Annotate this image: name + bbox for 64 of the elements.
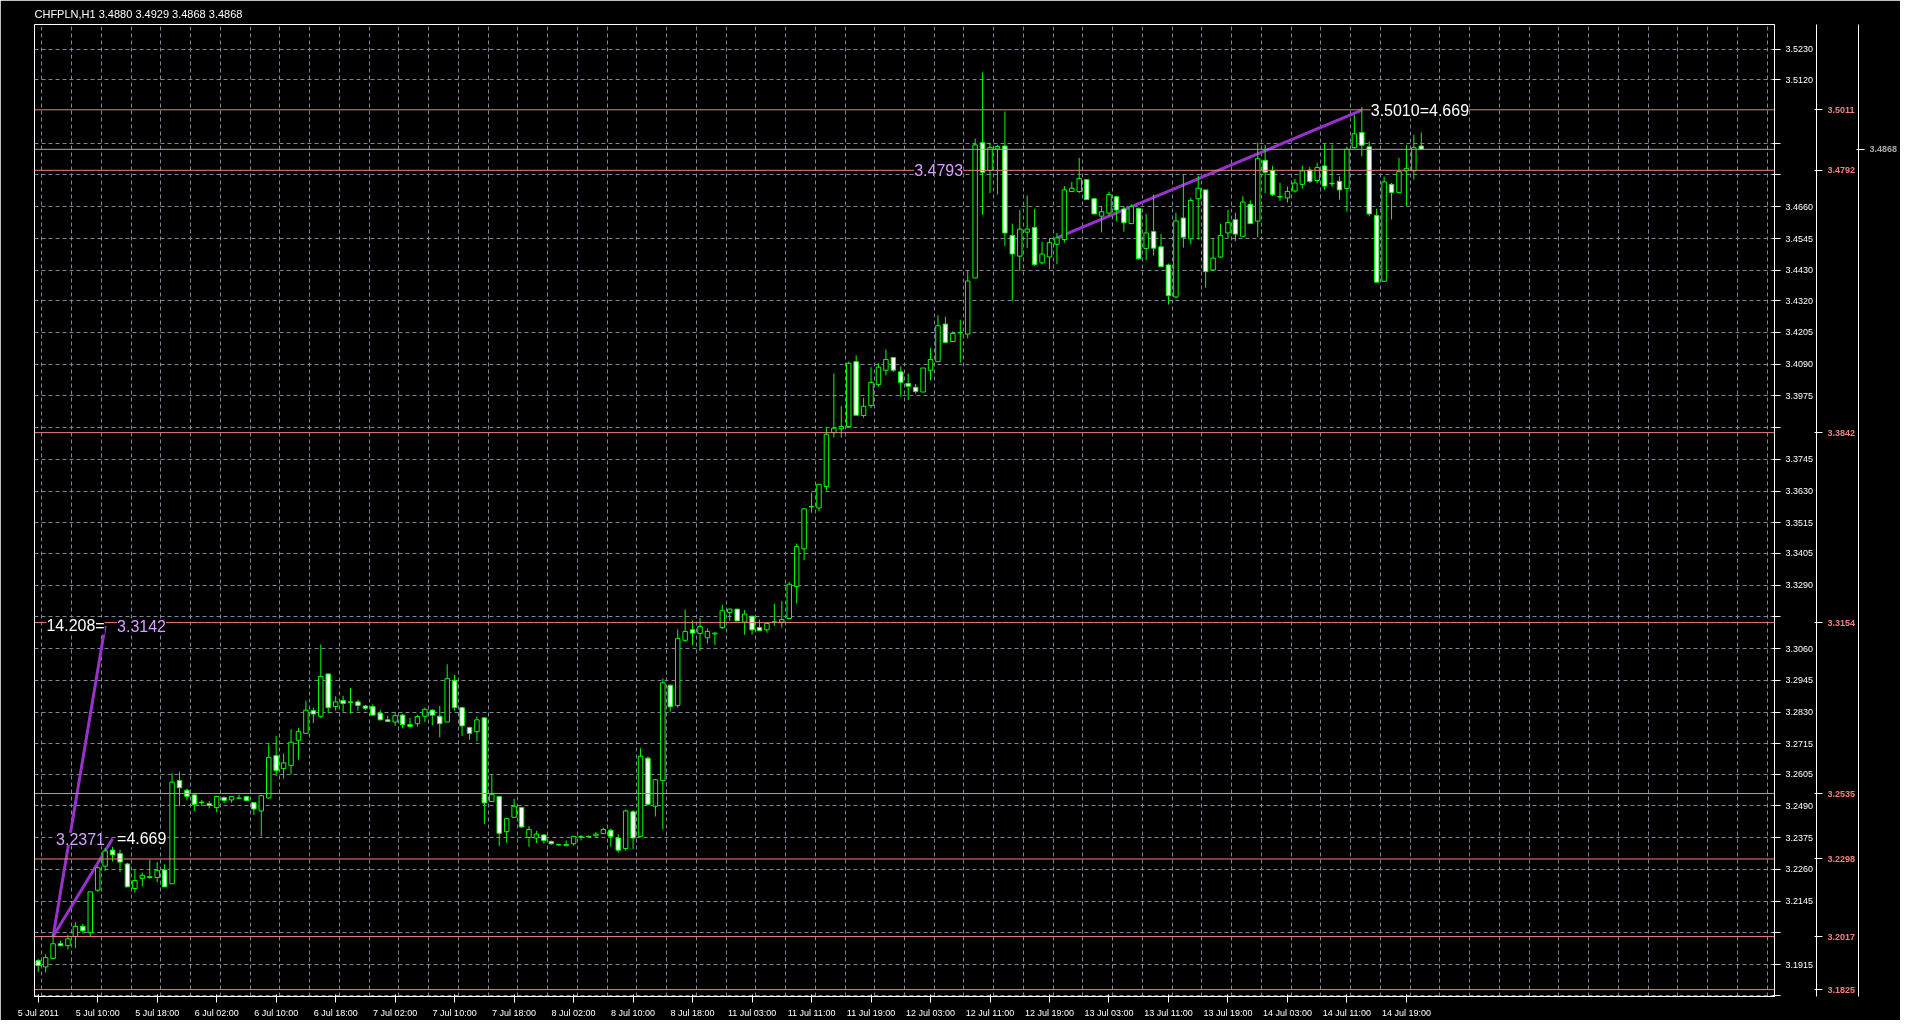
y-tick-label: 3.5120 (1785, 74, 1814, 85)
annotation: =4.669 (117, 830, 167, 848)
annotation: 14.208= (46, 617, 105, 635)
x-tick-label: 13 Jul 11:00 (1144, 1007, 1193, 1018)
x-tick-label: 14 Jul 11:00 (1322, 1007, 1372, 1018)
y-tick-label: 3.2375 (1785, 832, 1814, 843)
y-tick-label: 3.4320 (1785, 295, 1814, 306)
y-tick-label: 3.2605 (1785, 769, 1814, 780)
x-tick-label: 11 Jul 03:00 (727, 1007, 777, 1018)
x-tick-label: 5 Jul 18:00 (135, 1007, 180, 1018)
x-tick-label: 13 Jul 03:00 (1084, 1007, 1134, 1018)
y-tick-label: 3.3060 (1785, 643, 1814, 654)
ref-line-label: 3.5011 (1827, 104, 1855, 115)
y-tick-label: 3.4660 (1785, 201, 1814, 212)
y-tick-label: 3.4430 (1785, 265, 1814, 276)
x-tick-label: 14 Jul 19:00 (1381, 1007, 1431, 1018)
x-tick-label: 7 Jul 10:00 (432, 1007, 477, 1018)
annotation: 3.2371 (56, 830, 106, 848)
y-tick-label: 3.4205 (1785, 327, 1814, 338)
x-tick-label: 7 Jul 18:00 (492, 1007, 537, 1018)
ref-line-label: 3.4868 (1869, 144, 1898, 155)
x-tick-label: 6 Jul 02:00 (194, 1007, 239, 1018)
x-tick-label: 8 Jul 02:00 (551, 1007, 596, 1018)
ref-line-label: 3.3842 (1827, 427, 1856, 438)
y-tick-label: 3.2260 (1785, 864, 1814, 875)
ref-line-label: 3.3154 (1827, 617, 1856, 628)
y-tick-label: 3.3630 (1785, 486, 1814, 497)
x-tick-label: 14 Jul 03:00 (1262, 1007, 1312, 1018)
annotation: 3.4793 (914, 162, 964, 180)
y-tick-label: 3.3405 (1785, 548, 1814, 559)
y-tick-label: 3.2715 (1785, 738, 1814, 749)
y-tick-label: 3.3745 (1785, 454, 1814, 465)
x-tick-label: 11 Jul 11:00 (787, 1007, 836, 1018)
x-tick-label: 5 Jul 10:00 (75, 1007, 120, 1018)
ref-line-label: 3.2535 (1827, 788, 1856, 799)
ref-line-label: 3.2298 (1827, 853, 1856, 864)
x-tick-label: 11 Jul 19:00 (846, 1007, 896, 1018)
y-tick-label: 3.2830 (1785, 707, 1814, 718)
y-tick-label: 3.3975 (1785, 390, 1814, 401)
y-tick-label: 3.3515 (1785, 517, 1814, 528)
x-tick-label: 6 Jul 18:00 (313, 1007, 358, 1018)
x-tick-label: 8 Jul 10:00 (611, 1007, 656, 1018)
ref-line-label: 3.2017 (1827, 931, 1856, 942)
y-tick-label: 3.1915 (1785, 959, 1814, 970)
x-tick-label: 12 Jul 03:00 (906, 1007, 956, 1018)
ref-line-label: 3.4792 (1827, 165, 1856, 176)
y-tick-label: 3.4090 (1785, 359, 1814, 370)
y-tick-label: 3.4545 (1785, 233, 1814, 244)
y-tick-label: 3.3290 (1785, 580, 1814, 591)
x-tick-label: 8 Jul 18:00 (670, 1007, 715, 1018)
ref-line-label: 3.1825 (1827, 984, 1856, 995)
x-tick-label: 12 Jul 11:00 (965, 1007, 1015, 1018)
y-tick-label: 3.2490 (1785, 800, 1814, 811)
annotation: 3.3142 (117, 617, 167, 635)
y-tick-label: 3.2945 (1785, 675, 1814, 686)
x-tick-label: 13 Jul 19:00 (1203, 1007, 1253, 1018)
annotation: 3.5010=4.669 (1370, 101, 1470, 119)
x-tick-label: 12 Jul 19:00 (1024, 1007, 1075, 1018)
x-tick-label: 7 Jul 02:00 (373, 1007, 418, 1018)
y-tick-label: 3.2145 (1785, 896, 1814, 907)
chart-title: CHFPLN,H1 3.4880 3.4929 3.4868 3.4868 (34, 7, 243, 20)
x-tick-label: 6 Jul 10:00 (254, 1007, 299, 1018)
y-tick-label: 3.5230 (1785, 44, 1814, 55)
x-tick-label: 5 Jul 2011 (17, 1007, 59, 1018)
